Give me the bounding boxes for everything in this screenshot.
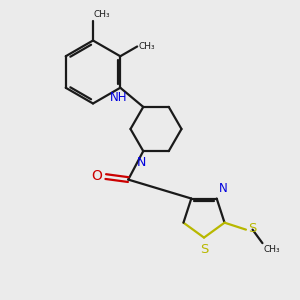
Text: CH₃: CH₃ (139, 42, 155, 51)
Text: N: N (219, 182, 228, 195)
Text: S: S (248, 222, 257, 235)
Text: CH₃: CH₃ (264, 244, 280, 253)
Text: NH: NH (110, 91, 127, 104)
Text: S: S (200, 243, 208, 256)
Text: CH₃: CH₃ (93, 11, 110, 20)
Text: N: N (137, 157, 146, 169)
Text: O: O (91, 169, 102, 183)
